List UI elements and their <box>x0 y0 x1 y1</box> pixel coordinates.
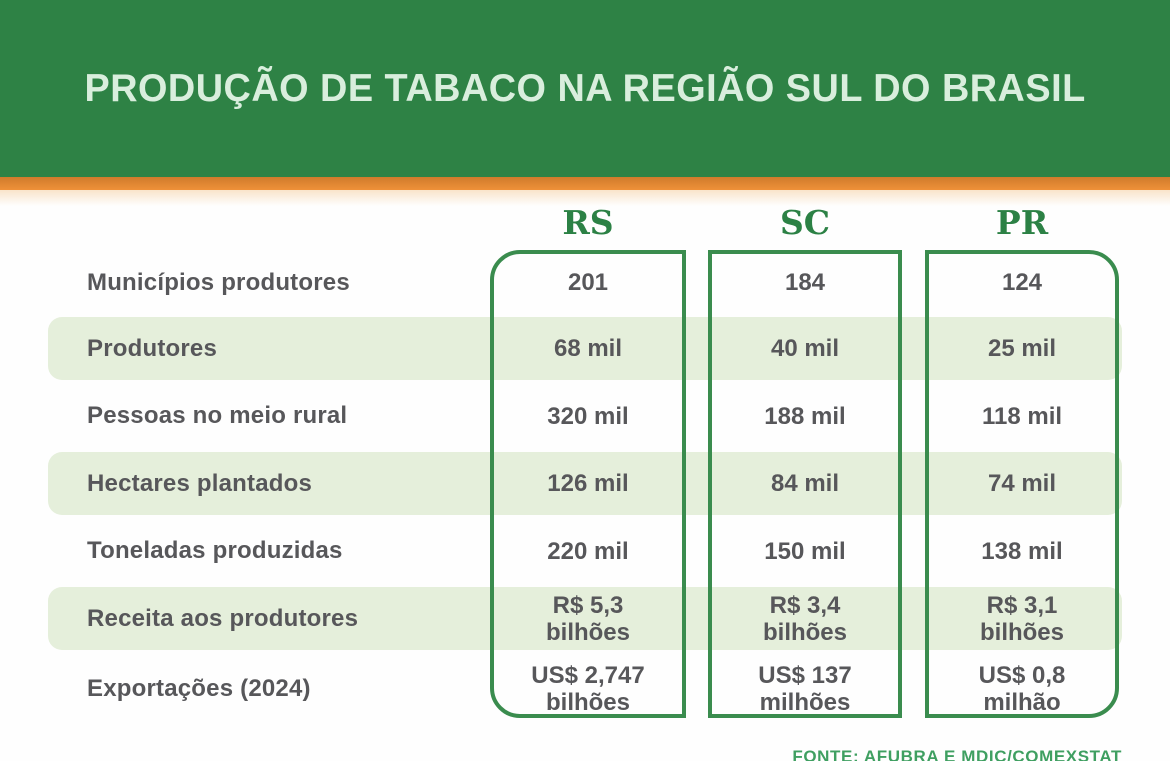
row-label: Pessoas no meio rural <box>87 402 348 429</box>
cell-pr: 25 mil <box>987 335 1057 362</box>
cell-sc: US$ 137 milhões <box>758 662 852 716</box>
row-label: Receita aos produtores <box>87 604 359 632</box>
row-label: Produtores <box>87 334 218 362</box>
cell-rs: 320 mil <box>547 402 629 430</box>
cell-sc: 84 mil <box>770 470 840 497</box>
cell-pr: 124 <box>1001 269 1043 296</box>
accent-stripe <box>0 177 1170 206</box>
table-row: Receita aos produtores R$ 5,3 bilhões R$… <box>0 585 1170 652</box>
table-row: Exportações (2024) US$ 2,747 bilhões US$… <box>0 652 1170 726</box>
page-title: PRODUÇÃO DE TABACO NA REGIÃO SUL DO BRAS… <box>84 66 1086 110</box>
cell-rs: US$ 2,747 bilhões <box>531 662 645 716</box>
cell-rs: 68 mil <box>553 335 623 362</box>
cell-sc: 150 mil <box>764 537 846 565</box>
column-header-sc: SC <box>779 202 831 242</box>
table-row: Hectares plantados 126 mil 84 mil 74 mil <box>0 450 1170 517</box>
cell-rs: 220 mil <box>547 537 629 565</box>
table-row: Toneladas produzidas 220 mil 150 mil 138… <box>0 517 1170 585</box>
cell-sc: 40 mil <box>770 335 840 362</box>
cell-pr: 74 mil <box>987 470 1057 497</box>
cell-rs: 126 mil <box>547 470 629 497</box>
cell-pr: 138 mil <box>981 537 1063 565</box>
cell-rs: R$ 5,3 bilhões <box>545 591 630 646</box>
row-label: Municípios produtores <box>87 268 350 296</box>
table-row: Produtores 68 mil 40 mil 25 mil <box>0 315 1170 382</box>
source-note: FONTE: AFUBRA E MDIC/COMEXSTAT <box>792 747 1122 761</box>
cell-pr: US$ 0,8 milhão <box>978 662 1066 716</box>
row-label: Toneladas produzidas <box>87 537 343 564</box>
header-banner: PRODUÇÃO DE TABACO NA REGIÃO SUL DO BRAS… <box>0 0 1170 177</box>
cell-rs: 201 <box>567 269 609 296</box>
cell-pr: R$ 3,1 bilhões <box>979 591 1064 646</box>
cell-sc: 184 <box>784 269 826 296</box>
column-header-pr: PR <box>995 202 1049 242</box>
cell-sc: R$ 3,4 bilhões <box>762 591 847 646</box>
table-row: Municípios produtores 201 184 124 <box>0 250 1170 315</box>
column-header-rs: RS <box>562 202 614 242</box>
cell-pr: 118 mil <box>981 402 1063 430</box>
cell-sc: 188 mil <box>764 402 846 430</box>
row-label: Hectares plantados <box>87 469 313 497</box>
row-label: Exportações (2024) <box>87 675 311 702</box>
table-row: Pessoas no meio rural 320 mil 188 mil 11… <box>0 382 1170 450</box>
